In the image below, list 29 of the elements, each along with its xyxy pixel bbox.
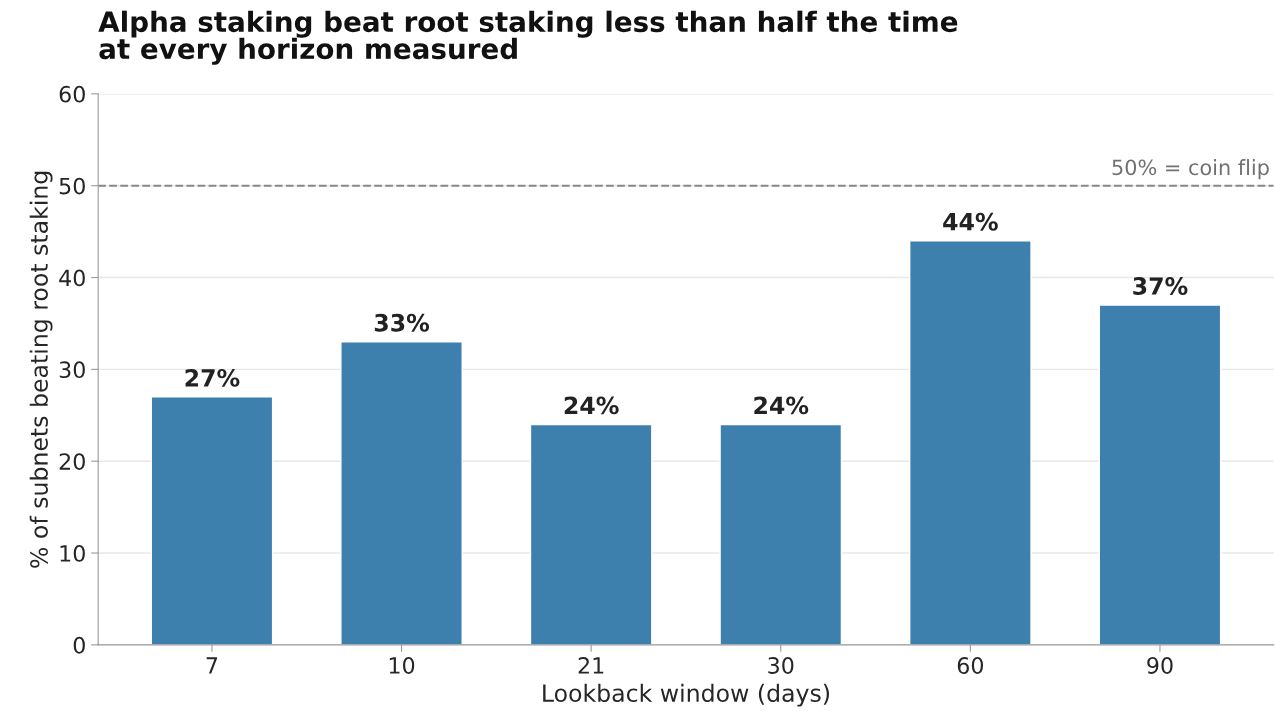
ref-line-label: 50% = coin flip bbox=[1112, 159, 1269, 180]
data-label: 24% bbox=[564, 396, 619, 415]
x-tick-label: 30 bbox=[768, 657, 794, 674]
bar bbox=[340, 341, 463, 645]
y-tick-label: 30 bbox=[59, 361, 85, 379]
y-tick-label: 40 bbox=[59, 269, 85, 287]
bar bbox=[529, 423, 653, 645]
bar bbox=[1098, 304, 1222, 645]
x-tick-label: 60 bbox=[957, 657, 984, 674]
y-tick-label: 0 bbox=[73, 636, 85, 654]
y-tick-label: 10 bbox=[60, 544, 85, 562]
bar bbox=[150, 396, 274, 645]
x-tick-label: 10 bbox=[389, 657, 415, 674]
data-label: 33% bbox=[374, 313, 430, 332]
data-label: 27% bbox=[185, 368, 240, 387]
x-axis-title: Lookback window (days) bbox=[543, 683, 829, 707]
data-label: 37% bbox=[1133, 277, 1188, 295]
y-axis-title: % of subnets beating root staking bbox=[29, 171, 53, 568]
data-label: 24% bbox=[754, 396, 809, 415]
y-tick-label: 20 bbox=[59, 453, 85, 470]
bar bbox=[719, 423, 843, 645]
data-label: 44% bbox=[943, 212, 998, 231]
bar bbox=[908, 240, 1032, 645]
x-tick-label: 21 bbox=[578, 657, 604, 674]
chart-title: Alpha staking beat root staking less than half the time at every horizon measured bbox=[98, 10, 958, 65]
x-tick-label: 90 bbox=[1147, 657, 1173, 674]
y-tick-label: 50 bbox=[59, 177, 85, 195]
x-tick-label: 7 bbox=[206, 657, 218, 674]
y-tick-label: 60 bbox=[59, 85, 85, 103]
